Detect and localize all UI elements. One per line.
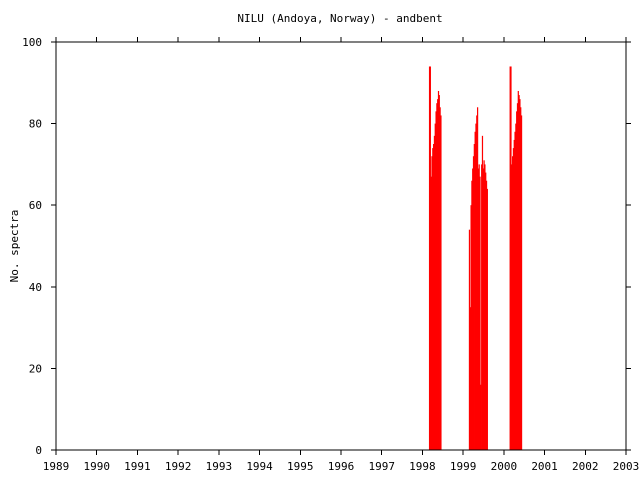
bar <box>433 144 435 450</box>
bar <box>439 107 441 450</box>
bar <box>432 148 434 450</box>
bar <box>516 103 519 450</box>
bar <box>485 180 488 450</box>
x-tick-label: 1990 <box>83 460 110 473</box>
bar <box>517 90 519 451</box>
bar <box>479 176 481 450</box>
bar <box>429 66 431 450</box>
bar <box>518 95 520 450</box>
bar <box>471 180 473 450</box>
y-tick-label: 40 <box>29 281 42 294</box>
bar <box>438 95 440 450</box>
bar <box>468 229 471 450</box>
bar <box>476 107 479 450</box>
bar <box>512 148 515 450</box>
y-tick-label: 20 <box>29 362 42 375</box>
bar <box>520 115 523 450</box>
bar <box>437 99 439 451</box>
bar <box>514 131 516 450</box>
bar <box>513 139 515 451</box>
bar <box>483 160 485 450</box>
x-tick-label: 2002 <box>572 460 599 473</box>
bar <box>484 164 486 450</box>
y-tick-label: 0 <box>35 444 42 457</box>
bar <box>478 164 480 450</box>
bar <box>436 103 438 450</box>
y-axis-label: No. spectra <box>8 210 21 283</box>
bar <box>440 115 442 450</box>
bar <box>431 156 433 451</box>
bar <box>430 176 432 450</box>
bar <box>474 131 476 450</box>
bar <box>512 156 514 451</box>
bar <box>485 172 487 450</box>
x-tick-label: 1995 <box>287 460 314 473</box>
bar <box>477 168 480 451</box>
bar <box>486 188 488 450</box>
bar <box>433 135 436 450</box>
bar <box>511 164 513 450</box>
x-ticks-group: 1989 1990 1991 1992 1993 1994 1995 1996 1997 1998… <box>43 37 640 473</box>
bar <box>519 99 521 451</box>
bar <box>516 111 518 451</box>
y-tick-label: 100 <box>22 36 42 49</box>
bar <box>472 168 474 451</box>
bars-group <box>428 66 523 451</box>
bar <box>435 111 437 451</box>
bar <box>428 66 431 450</box>
y-ticks-group: 0 20 40 60 80 100 <box>22 36 631 457</box>
bar <box>475 123 477 450</box>
x-tick-label: 1992 <box>165 460 192 473</box>
bar <box>469 307 471 450</box>
x-tick-label: 1997 <box>368 460 395 473</box>
x-tick-label: 2000 <box>491 460 518 473</box>
bar <box>515 123 517 450</box>
bar <box>434 123 436 450</box>
bar <box>472 156 475 451</box>
x-tick-label: 1989 <box>43 460 70 473</box>
bar <box>437 90 440 451</box>
x-tick-label: 1991 <box>124 460 151 473</box>
y-tick-label: 80 <box>29 118 42 131</box>
x-tick-label: 1999 <box>450 460 477 473</box>
y-tick-label: 60 <box>29 199 42 212</box>
x-tick-label: 1996 <box>328 460 355 473</box>
x-tick-label: 1993 <box>206 460 233 473</box>
bar <box>520 107 522 450</box>
bar <box>480 384 482 450</box>
chart-title: NILU (Andoya, Norway) - andbent <box>237 12 442 25</box>
x-tick-label: 1998 <box>409 460 436 473</box>
bar <box>473 144 475 450</box>
bar <box>481 135 484 450</box>
bar <box>481 164 483 450</box>
x-tick-label: 2001 <box>531 460 558 473</box>
x-tick-label: 1994 <box>246 460 273 473</box>
bar <box>510 66 512 450</box>
bar <box>482 168 484 451</box>
x-tick-label: 2003 <box>613 460 640 473</box>
bar <box>470 205 472 450</box>
bar <box>476 115 478 450</box>
bar <box>509 66 511 450</box>
